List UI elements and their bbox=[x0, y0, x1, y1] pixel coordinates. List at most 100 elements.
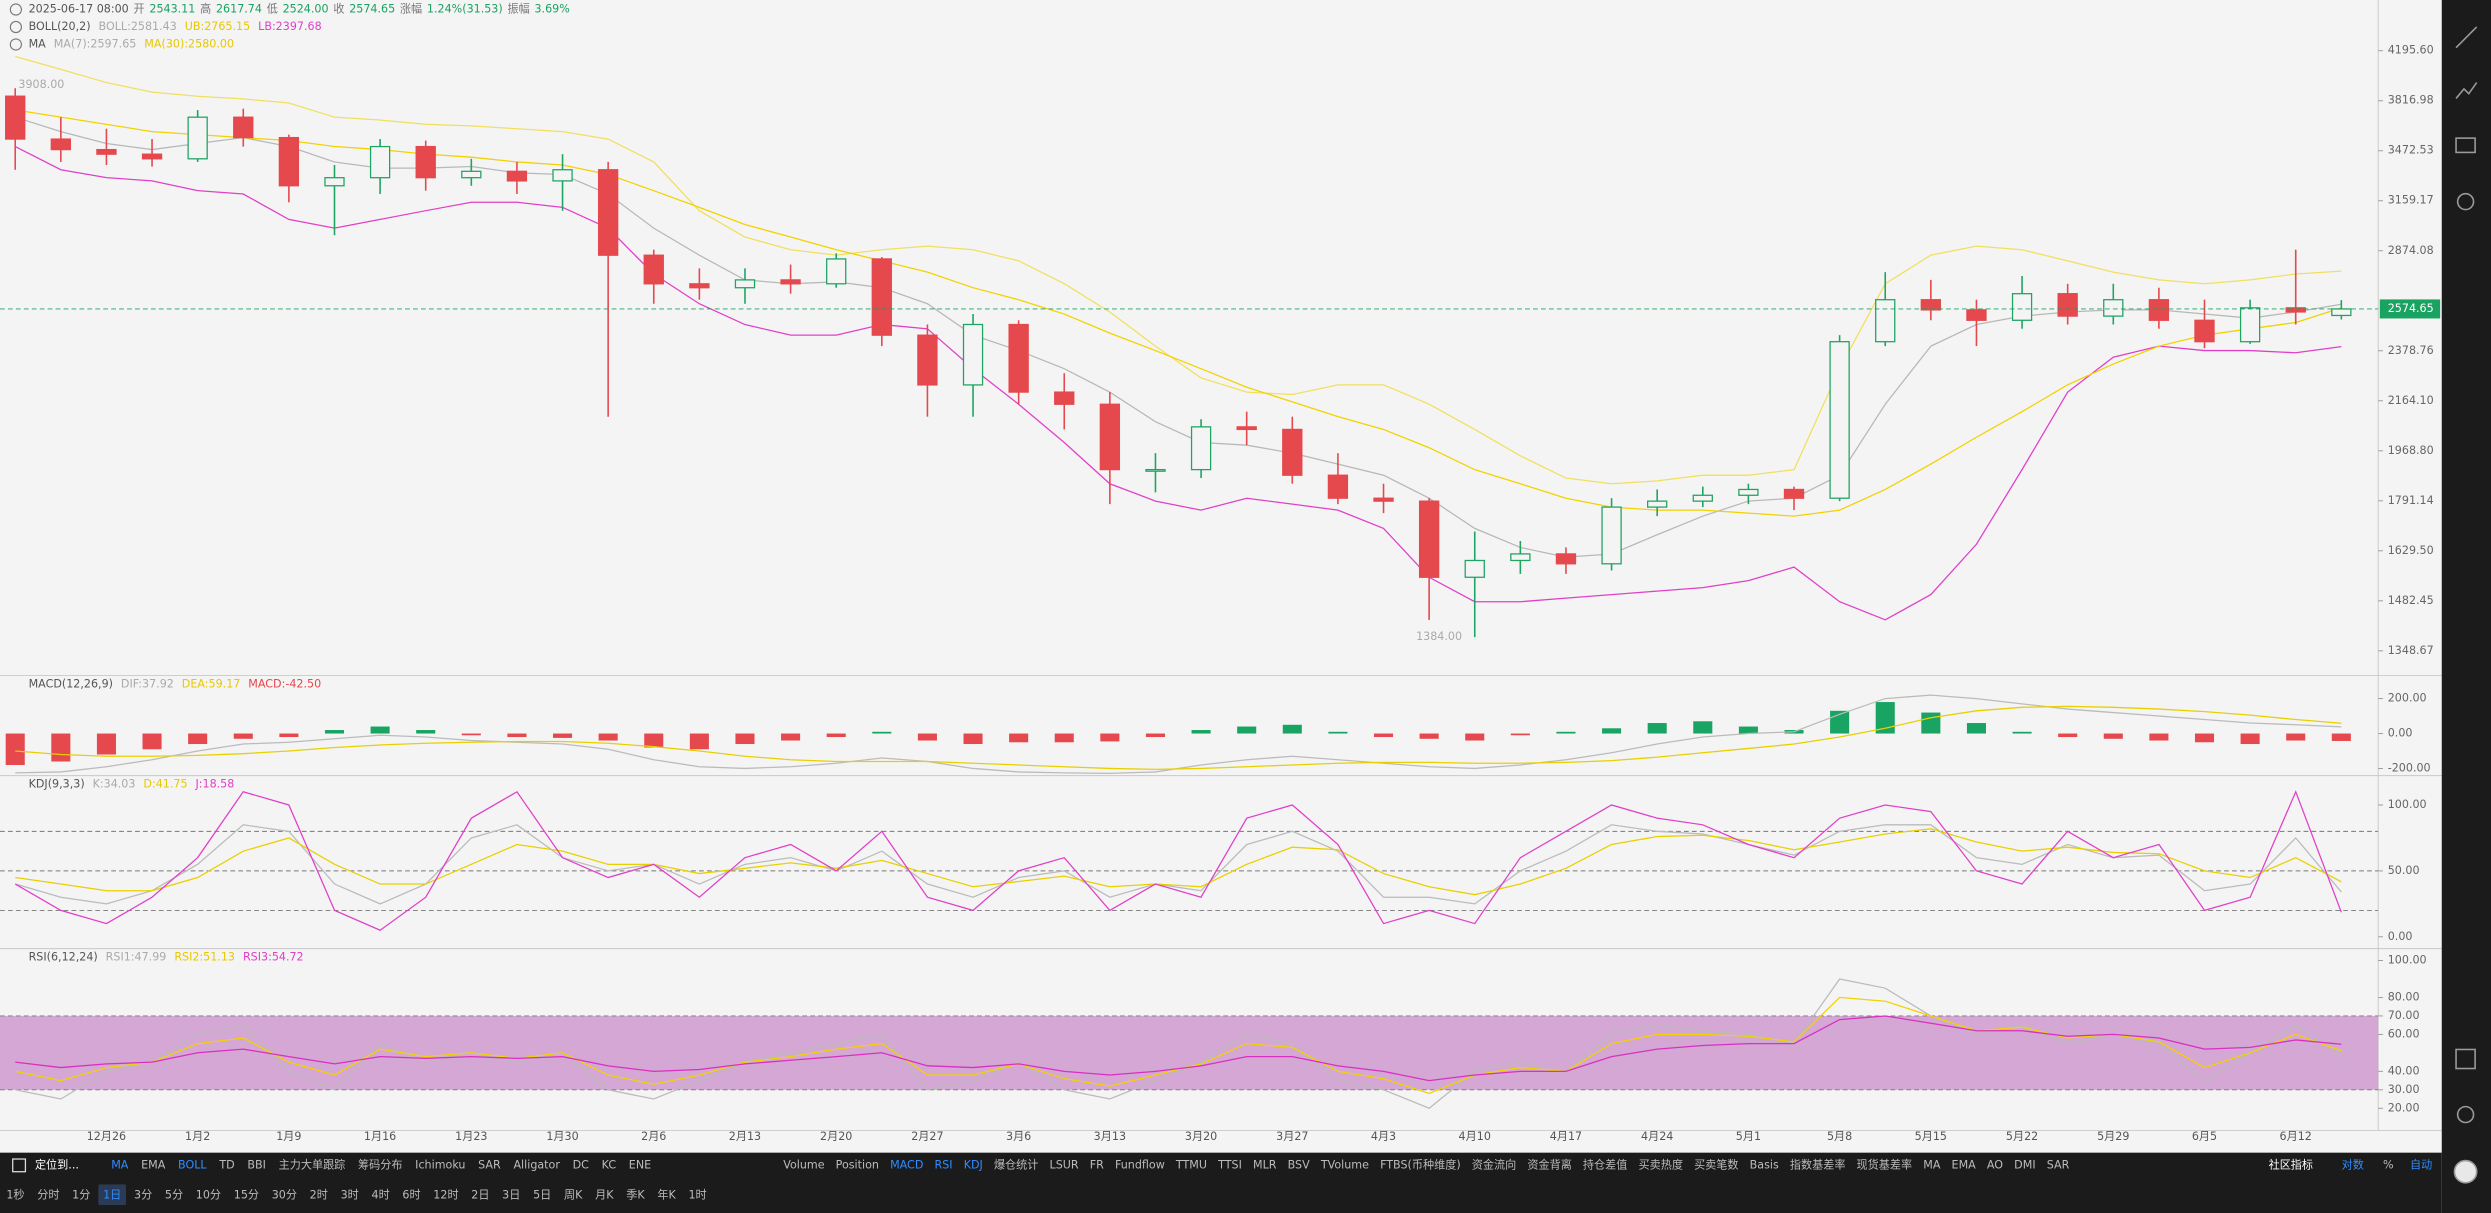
indicator-toggle[interactable]: DMI bbox=[2014, 1158, 2035, 1171]
candle-body bbox=[187, 116, 208, 160]
indicator-line bbox=[15, 996, 2342, 1095]
timeframe-button[interactable]: 3时 bbox=[341, 1189, 359, 1202]
locate-icon[interactable] bbox=[12, 1158, 27, 1173]
settings-icon[interactable] bbox=[2456, 1105, 2475, 1124]
timeframe-button[interactable]: 12时 bbox=[433, 1189, 458, 1202]
indicator-toggle[interactable]: BSV bbox=[1288, 1158, 1310, 1171]
log-toggle[interactable]: 对数 bbox=[2342, 1157, 2364, 1171]
indicator-toggle[interactable]: 资金流向 bbox=[1472, 1157, 1516, 1171]
indicator-toggle[interactable]: 指数基差率 bbox=[1790, 1157, 1846, 1171]
collapse-icon[interactable] bbox=[9, 3, 23, 16]
timeframe-button[interactable]: 季K bbox=[626, 1189, 645, 1202]
indicator-toggle[interactable]: Fundflow bbox=[1115, 1158, 1165, 1171]
timeframe-button[interactable]: 2日 bbox=[471, 1189, 489, 1202]
indicator-toggle[interactable]: BBI bbox=[247, 1158, 266, 1171]
indicator-toggle[interactable]: Alligator bbox=[513, 1158, 560, 1171]
legend-entry: MACD(12,26,9) bbox=[29, 677, 113, 690]
indicator-toggle[interactable]: TD bbox=[218, 1158, 234, 1171]
indicator-toggle[interactable]: KC bbox=[602, 1158, 617, 1171]
indicator-toggle[interactable]: KDJ bbox=[964, 1158, 983, 1171]
indicator-toggle[interactable]: DC bbox=[573, 1158, 590, 1171]
indicator-toggle[interactable]: Volume bbox=[783, 1158, 824, 1171]
indicator-toggle[interactable]: TVolume bbox=[1320, 1158, 1369, 1171]
timeframe-button[interactable]: 5日 bbox=[533, 1189, 551, 1202]
indicator-toggle[interactable]: 资金背离 bbox=[1527, 1157, 1571, 1171]
indicator-toggle[interactable]: Ichimoku bbox=[415, 1158, 465, 1171]
candle-body bbox=[1054, 391, 1075, 405]
collapse-icon[interactable] bbox=[9, 20, 23, 34]
indicator-toggle[interactable]: TTSI bbox=[1217, 1158, 1242, 1171]
auto-toggle[interactable]: 自动 bbox=[2410, 1158, 2432, 1171]
indicator-toggle[interactable]: FR bbox=[1090, 1158, 1104, 1171]
histogram-bar bbox=[279, 733, 299, 738]
timeframe-button[interactable]: 分时 bbox=[37, 1189, 59, 1202]
layout-icon[interactable] bbox=[2455, 1048, 2476, 1070]
indicator-toggle[interactable]: BOLL bbox=[178, 1158, 207, 1171]
timeframe-button[interactable]: 30分 bbox=[272, 1189, 297, 1202]
locate-button[interactable]: 定位到... bbox=[35, 1157, 79, 1171]
indicator-toggle[interactable]: 买卖笔数 bbox=[1694, 1157, 1738, 1171]
indicator-toggle[interactable]: TTMU bbox=[1175, 1158, 1207, 1171]
indicator-toggle[interactable]: MA bbox=[1923, 1158, 1941, 1171]
timeframe-button[interactable]: 1分 bbox=[72, 1189, 90, 1202]
indicator-toggle[interactable]: Position bbox=[836, 1158, 879, 1171]
timeframe-button[interactable]: 5分 bbox=[165, 1189, 183, 1202]
timeframe-button[interactable]: 年K bbox=[657, 1188, 676, 1202]
timeframe-button[interactable]: 15分 bbox=[234, 1189, 259, 1202]
histogram-bar bbox=[96, 733, 116, 755]
trend-icon[interactable] bbox=[2455, 82, 2478, 99]
indicator-toggle[interactable]: 现货基差率 bbox=[1857, 1157, 1913, 1171]
indicator-toggle[interactable]: EMA bbox=[141, 1158, 166, 1171]
overlay-line bbox=[15, 109, 2342, 517]
histogram-bar bbox=[461, 733, 481, 736]
timeframe-button[interactable]: 3分 bbox=[134, 1189, 152, 1202]
histogram-bar bbox=[1875, 702, 1895, 734]
indicator-toggle[interactable]: AO bbox=[1987, 1158, 2003, 1171]
indicator-toggle[interactable]: FTBS(币种维度) bbox=[1380, 1157, 1461, 1171]
header-value: 3.69% bbox=[534, 3, 569, 16]
x-tick-label: 1月30 bbox=[546, 1130, 578, 1143]
extreme-label: 3908.00 bbox=[18, 78, 64, 91]
x-tick-label: 4月10 bbox=[1459, 1130, 1491, 1143]
legend-entry: KDJ(9,3,3) bbox=[29, 777, 85, 790]
collapse-icon[interactable] bbox=[9, 38, 23, 51]
timeframe-button[interactable]: 月K bbox=[595, 1189, 614, 1202]
draw-line-icon[interactable] bbox=[2455, 26, 2478, 49]
histogram-bar bbox=[324, 730, 345, 734]
community-button[interactable]: 社区指标 bbox=[2269, 1157, 2313, 1171]
indicator-toggle[interactable]: MACD bbox=[890, 1158, 923, 1171]
timeframe-button[interactable]: 1秒 bbox=[6, 1188, 24, 1202]
indicator-toggle[interactable]: SAR bbox=[2047, 1158, 2070, 1171]
screen-icon[interactable] bbox=[2455, 137, 2476, 154]
indicator-toggle[interactable]: RSI bbox=[935, 1158, 953, 1171]
indicator-toggle[interactable]: 持仓差值 bbox=[1583, 1157, 1627, 1171]
x-tick-label: 3月27 bbox=[1276, 1130, 1308, 1143]
percent-toggle[interactable]: % bbox=[2383, 1158, 2394, 1171]
indicator-toggle[interactable]: SAR bbox=[478, 1158, 501, 1171]
timeframe-button[interactable]: 4时 bbox=[372, 1189, 390, 1202]
indicator-toggle[interactable]: Basis bbox=[1750, 1158, 1779, 1171]
indicator-toggle[interactable]: MA bbox=[111, 1158, 129, 1171]
indicator-toggle[interactable]: MLR bbox=[1253, 1158, 1277, 1171]
candle-body bbox=[597, 169, 619, 256]
indicator-toggle[interactable]: 买卖热度 bbox=[1639, 1157, 1683, 1171]
timeframe-button[interactable]: 周K bbox=[564, 1189, 583, 1202]
indicator-toggle[interactable]: 爆仓统计 bbox=[994, 1157, 1038, 1171]
timeframe-button[interactable]: 10分 bbox=[196, 1189, 221, 1202]
histogram-bar bbox=[1510, 733, 1530, 736]
indicator-toggle[interactable]: 主力大单跟踪 bbox=[279, 1157, 346, 1171]
histogram-bar bbox=[2149, 733, 2169, 741]
indicator-toggle[interactable]: 筹码分布 bbox=[358, 1157, 402, 1171]
timeframe-button[interactable]: 6时 bbox=[402, 1189, 420, 1202]
timeframe-button[interactable]: 3日 bbox=[502, 1189, 520, 1202]
header-value: 2617.74 bbox=[216, 3, 262, 16]
histogram-bar bbox=[1921, 712, 1941, 734]
indicator-toggle[interactable]: EMA bbox=[1952, 1158, 1977, 1171]
magnet-icon[interactable] bbox=[2456, 192, 2475, 211]
timeframe-button[interactable]: 1时 bbox=[688, 1189, 706, 1202]
timeframe-button[interactable]: 2时 bbox=[310, 1189, 328, 1202]
timeframe-button[interactable]: 1日 bbox=[103, 1189, 121, 1202]
avatar-icon[interactable] bbox=[2453, 1159, 2478, 1184]
indicator-toggle[interactable]: ENE bbox=[629, 1158, 651, 1171]
indicator-toggle[interactable]: LSUR bbox=[1050, 1158, 1079, 1171]
